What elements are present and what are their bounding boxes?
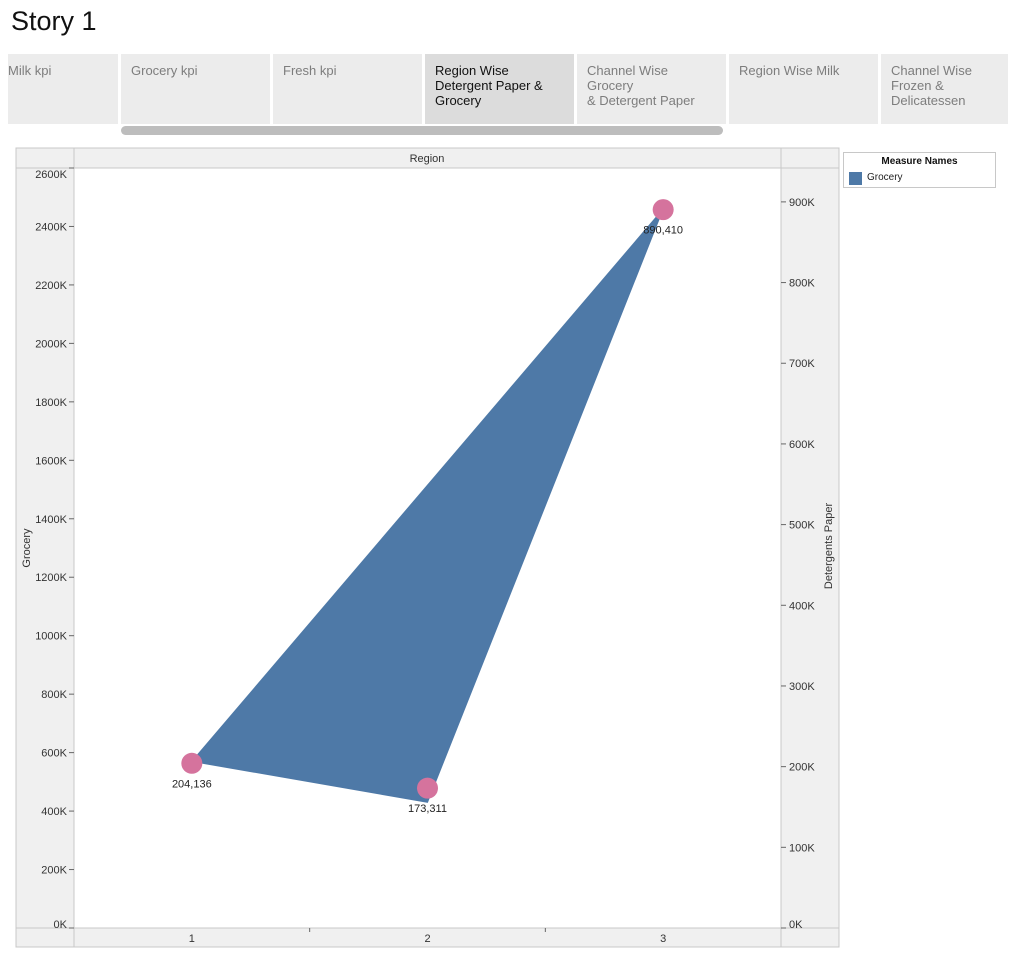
tabs-scrollbar[interactable] [121, 126, 723, 135]
tab-channel-wise-grocery-detergent[interactable]: Channel Wise Grocery & Detergent Paper [577, 54, 726, 124]
left-axis-ticks: 0K 200K 400K 600K 800K 1000K 1200K 1400K 1600K 18… [35, 167, 74, 931]
tab-label: Region Wise Milk [739, 63, 840, 78]
right-axis-tick-label: 400K [789, 600, 815, 612]
x-axis-ticks: 1 2 3 [189, 928, 666, 945]
detergents-paper-point [417, 777, 438, 799]
left-axis-tick-label: 2600K [35, 169, 67, 181]
tab-label: Channel Wise [891, 63, 972, 78]
left-axis-tick-label: 1000K [35, 631, 67, 643]
tab-label: Channel Wise Grocery [587, 63, 668, 93]
right-axis-tick-label: 700K [789, 358, 815, 370]
legend-label-grocery: Grocery [867, 172, 903, 183]
x-axis-tick-label: 3 [660, 933, 666, 945]
left-axis-panel [15, 167, 75, 929]
tab-channel-wise-frozen-delicatessen[interactable]: Channel Wise Frozen & Delicatessen [881, 54, 1008, 124]
right-axis-tick-label: 300K [789, 681, 815, 693]
left-axis-tick-label: 400K [41, 806, 67, 818]
column-header-region: Region [410, 153, 445, 165]
left-axis-title: Grocery [21, 528, 33, 568]
legend-title: Measure Names [881, 156, 958, 167]
left-axis-tick-label: 600K [41, 748, 67, 760]
tab-label: Grocery kpi [131, 63, 198, 78]
left-axis-tick-label: 2400K [35, 221, 67, 233]
right-axis-title: Detergents Paper [823, 503, 835, 590]
detergents-paper-data-label: 204,136 [172, 778, 212, 790]
left-axis-tick-label: 1200K [35, 572, 67, 584]
left-axis-tick-label: 1600K [35, 455, 67, 467]
tab-label: Frozen & [891, 78, 944, 93]
tab-fresh-kpi[interactable]: Fresh kpi [273, 54, 422, 124]
tab-region-wise-detergent-grocery[interactable]: Region Wise Detergent Paper & Grocery [425, 54, 574, 124]
right-axis-ticks: 0K 100K 200K 300K 400K 500K 600K 700K 800K 900K [781, 197, 815, 931]
right-axis-tick-label: 800K [789, 278, 815, 290]
left-axis-tick-label: 200K [41, 865, 67, 877]
tab-region-wise-milk[interactable]: Region Wise Milk [729, 54, 878, 124]
grocery-area-series [190, 208, 664, 803]
left-axis-tick-label: 1800K [35, 397, 67, 409]
tab-label: Fresh kpi [283, 63, 337, 78]
x-axis-tick-label: 1 [189, 933, 195, 945]
left-axis-tick-label: 1400K [35, 514, 67, 526]
left-axis-tick-label: 800K [41, 689, 67, 701]
detergents-paper-data-label: 890,410 [643, 225, 683, 237]
story-title: Story 1 [11, 6, 97, 36]
legend-swatch-grocery[interactable] [849, 172, 862, 185]
tab-label: Delicatessen [891, 93, 966, 108]
right-axis-tick-label: 500K [789, 520, 815, 532]
tab-grocery-kpi[interactable]: Grocery kpi [121, 54, 270, 124]
right-axis-tick-label: 600K [789, 439, 815, 451]
detergents-paper-point-series: 204,136 173,311 890,410 [172, 199, 683, 815]
tab-label: Milk kpi [8, 63, 52, 78]
right-axis-panel [780, 167, 840, 929]
grocery-area-shape [190, 208, 664, 803]
tab-label: & Detergent Paper [587, 93, 695, 108]
left-axis-tick-label: 0K [54, 919, 68, 931]
tab-label: Region Wise [435, 63, 509, 78]
right-axis-tick-label: 200K [789, 762, 815, 774]
story-tabs: Milk kpi Grocery kpi Fresh kpi Region Wi… [8, 54, 1008, 124]
x-axis-tick-label: 2 [424, 933, 430, 945]
right-axis-tick-label: 100K [789, 842, 815, 854]
tab-label: Detergent Paper & [435, 78, 543, 93]
left-axis-tick-label: 2000K [35, 338, 67, 350]
detergents-paper-point [181, 752, 203, 774]
right-axis-tick-label: 0K [789, 919, 803, 931]
detergents-paper-data-label: 173,311 [408, 803, 447, 815]
left-axis-tick-label: 2200K [35, 280, 67, 292]
tab-label: Grocery [435, 93, 482, 108]
legend: Measure Names Grocery [843, 152, 996, 188]
tab-milk-kpi[interactable]: Milk kpi [8, 54, 118, 124]
right-axis-tick-label: 900K [789, 197, 815, 209]
detergents-paper-point [652, 199, 674, 221]
